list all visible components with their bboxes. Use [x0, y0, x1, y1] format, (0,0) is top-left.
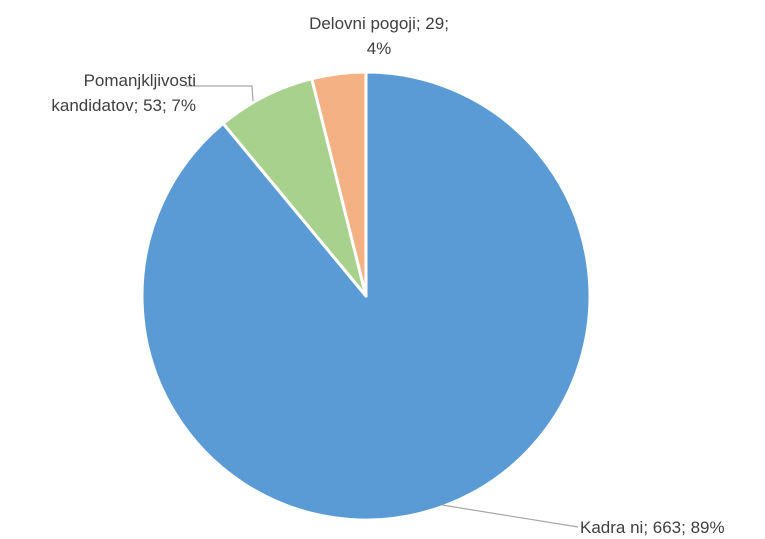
data-label-line: Pomanjkljivosti [84, 71, 196, 90]
pie-slice-delovni-pogoji [310, 70, 368, 298]
data-label-line: kandidatov; 53; 7% [51, 96, 196, 115]
data-label-line: Delovni pogoji; 29; [309, 14, 449, 33]
data-label-line: Kadra ni; 663; 89% [580, 518, 725, 537]
pie-slices [140, 70, 592, 522]
pie-slice-pomanjkljivosti-kandidatov [221, 77, 368, 298]
leader-line-pomanjkljivosti-kandidatov [186, 85, 254, 102]
data-label-line: 4% [367, 39, 392, 58]
data-labels: Kadra ni; 663; 89% Pomanjkljivosti kandida… [51, 14, 724, 537]
leader-line-kadra-ni [441, 504, 579, 528]
data-label-pomanjkljivosti-kandidatov: Pomanjkljivosti kandidatov; 53; 7% [51, 71, 196, 115]
leader-lines [186, 85, 579, 528]
data-label-delovni-pogoji: Delovni pogoji; 29; 4% [309, 14, 449, 58]
data-label-kadra-ni: Kadra ni; 663; 89% [580, 518, 725, 537]
